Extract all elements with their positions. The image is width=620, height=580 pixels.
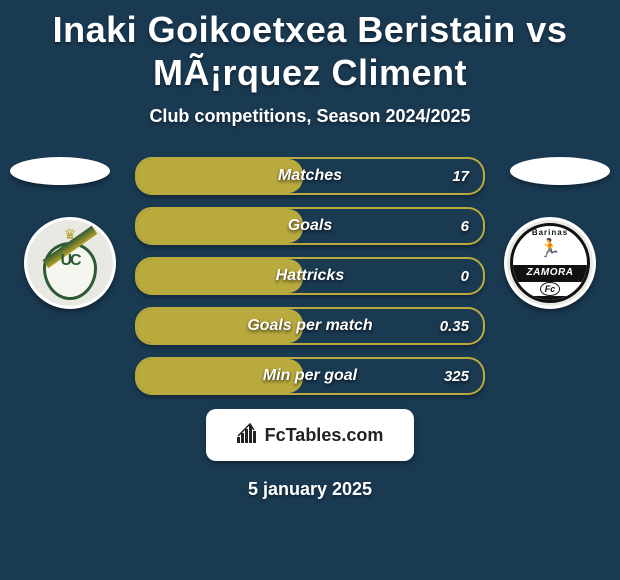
subtitle: Club competitions, Season 2024/2025 [0, 106, 620, 127]
stat-value: 0.35 [440, 309, 469, 343]
stat-row: Min per goal325 [135, 357, 485, 395]
runner-icon: 🏃 [539, 238, 561, 259]
content-area: ♛ UC Barinas 🏃 ZAMORA Fc Matches17 Goals6… [0, 157, 620, 500]
crest-right-bottom-text: Fc [513, 282, 587, 296]
stat-row: Matches17 [135, 157, 485, 195]
crest-graphic-left: ♛ UC [39, 232, 101, 294]
stat-row: Goals6 [135, 207, 485, 245]
player-pill-right [510, 157, 610, 185]
stat-label: Goals [137, 209, 483, 243]
stat-label: Matches [137, 159, 483, 193]
player-pill-left [10, 157, 110, 185]
crest-right-middle-text: ZAMORA [513, 267, 587, 278]
brand-logo-box: FcTables.com [206, 409, 414, 461]
comparison-card: Inaki Goikoetxea Beristain vs MÃ¡rquez C… [0, 0, 620, 580]
stat-value: 6 [461, 209, 469, 243]
stat-label: Min per goal [137, 359, 483, 393]
brand-name: FcTables.com [265, 425, 384, 446]
crest-left-letters: UC [39, 252, 101, 270]
crest-graphic-right: Barinas 🏃 ZAMORA Fc [510, 223, 590, 303]
stat-value: 17 [452, 159, 469, 193]
stat-list: Matches17 Goals6 Hattricks0 Goals per match… [135, 157, 485, 395]
page-title: Inaki Goikoetxea Beristain vs MÃ¡rquez C… [0, 0, 620, 94]
stat-row: Hattricks0 [135, 257, 485, 295]
stat-label: Goals per match [137, 309, 483, 343]
stat-value: 0 [461, 259, 469, 293]
stat-label: Hattricks [137, 259, 483, 293]
club-crest-right: Barinas 🏃 ZAMORA Fc [504, 217, 596, 309]
stat-value: 325 [444, 359, 469, 393]
crest-right-top-text: Barinas [513, 228, 587, 237]
date-text: 5 january 2025 [0, 479, 620, 500]
club-crest-left: ♛ UC [24, 217, 116, 309]
bar-chart-icon [237, 423, 259, 448]
stat-row: Goals per match0.35 [135, 307, 485, 345]
